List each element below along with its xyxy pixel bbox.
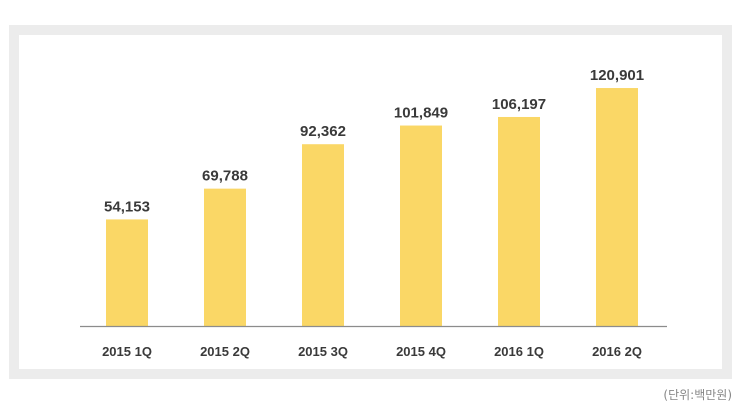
category-label: 2015 3Q	[298, 344, 348, 359]
value-label: 106,197	[492, 96, 546, 113]
bar-2015-2q	[204, 188, 246, 326]
category-label: 2016 1Q	[494, 344, 544, 359]
category-label: 2015 1Q	[102, 344, 152, 359]
value-label: 120,901	[590, 67, 644, 84]
category-label: 2015 2Q	[200, 344, 250, 359]
bar-2015-1q	[106, 219, 148, 326]
category-label: 2015 4Q	[396, 344, 446, 359]
category-label: 2016 2Q	[592, 344, 642, 359]
bar-2015-4q	[400, 125, 442, 326]
bar-2015-3q	[302, 144, 344, 326]
value-label: 101,849	[394, 105, 448, 122]
value-label: 92,362	[300, 123, 346, 140]
value-label: 54,153	[104, 198, 150, 215]
bar-2016-2q	[596, 88, 638, 326]
value-label: 69,788	[202, 168, 248, 185]
unit-note: (단위:백만원)	[663, 388, 732, 402]
bar-2016-1q	[498, 116, 540, 327]
